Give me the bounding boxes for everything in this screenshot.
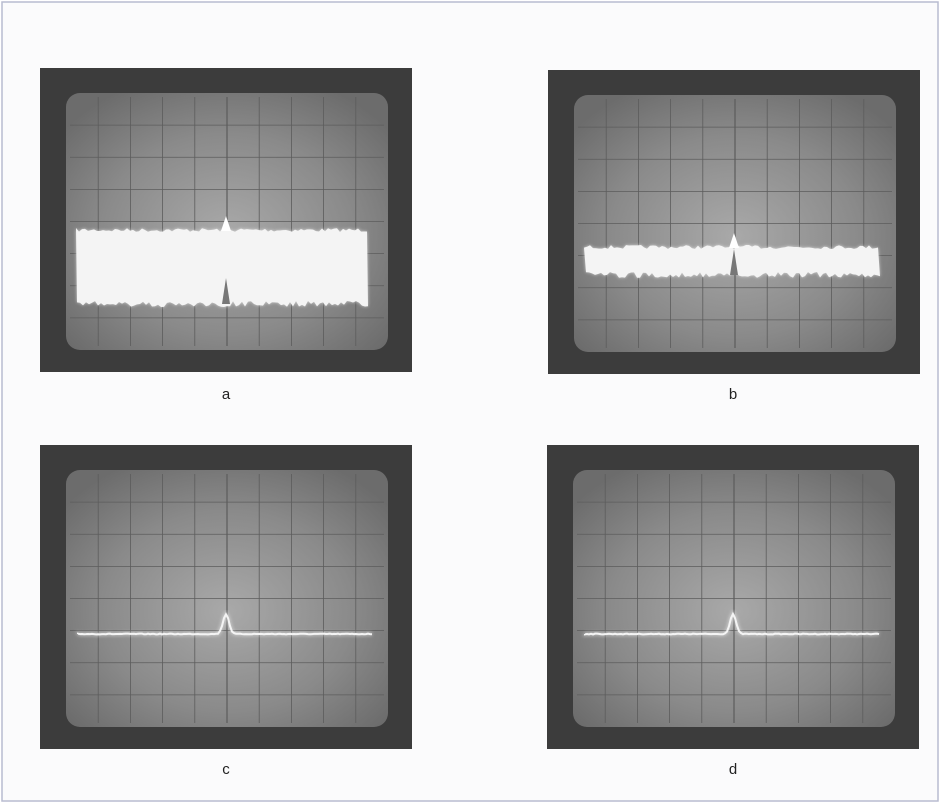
page: a b c d (() => { const data = JSON.parse…: [0, 0, 941, 804]
noise-band: [76, 228, 368, 307]
scope-panel-a: [40, 68, 412, 372]
figure: a b c d: [0, 0, 941, 804]
panel-label: c: [222, 761, 230, 778]
scope-panel-b: [548, 70, 920, 374]
panel-label: d: [729, 761, 737, 778]
scope-panel-c: [40, 445, 412, 749]
panel-label: a: [222, 386, 231, 403]
panel-label: b: [729, 386, 737, 403]
scope-panel-d: [547, 445, 919, 749]
